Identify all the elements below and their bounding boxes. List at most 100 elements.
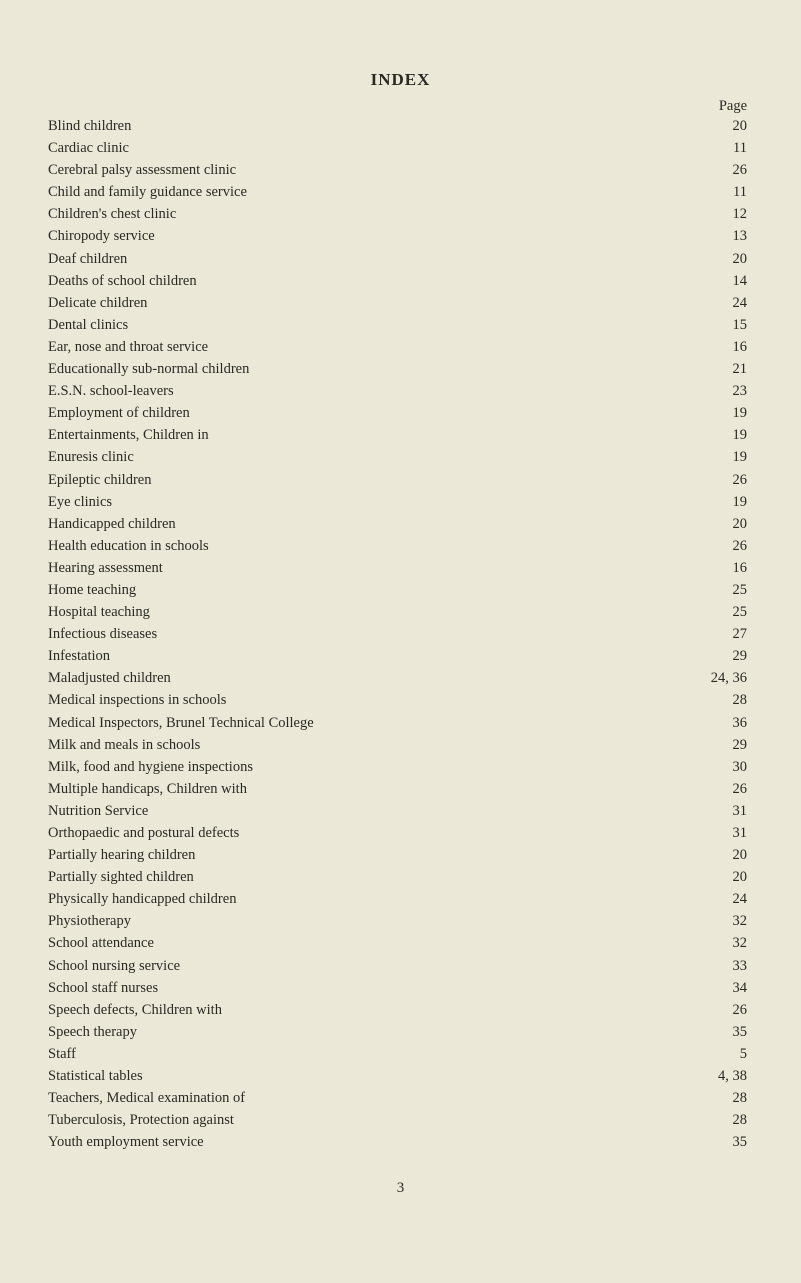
index-row: Youth employment service35 bbox=[48, 1135, 753, 1150]
index-entry-page: 26 bbox=[693, 782, 753, 797]
index-entry-page: 25 bbox=[693, 605, 753, 620]
index-entry-label: Infestation bbox=[48, 649, 110, 664]
index-entry-label: Statistical tables bbox=[48, 1069, 143, 1084]
index-row: Eye clinics19 bbox=[48, 495, 753, 510]
index-entry-label: E.S.N. school-leavers bbox=[48, 384, 174, 399]
index-entry-label: Blind children bbox=[48, 119, 131, 134]
index-entry-page: 36 bbox=[693, 716, 753, 731]
index-entry-label: Partially sighted children bbox=[48, 870, 194, 885]
index-entry-label: Home teaching bbox=[48, 583, 136, 598]
index-row: Speech defects, Children with26 bbox=[48, 1003, 753, 1018]
index-row: Ear, nose and throat service 16 bbox=[48, 340, 753, 355]
index-entry-label: Medical Inspectors, Brunel Technical Col… bbox=[48, 716, 314, 731]
index-entry-label: Tuberculosis, Protection against bbox=[48, 1113, 234, 1128]
index-entry-label: School attendance bbox=[48, 936, 154, 951]
index-row: Medical inspections in schools 28 bbox=[48, 693, 753, 708]
index-entry-label: Child and family guidance service bbox=[48, 185, 247, 200]
index-row: Partially hearing children 20 bbox=[48, 848, 753, 863]
index-row: Health education in schools26 bbox=[48, 539, 753, 554]
index-entry-label: Nutrition Service bbox=[48, 804, 148, 819]
index-entry-page: 32 bbox=[693, 914, 753, 929]
index-entry-page: 24, 36 bbox=[693, 671, 753, 686]
index-row: Dental clinics 15 bbox=[48, 318, 753, 333]
index-row: Speech therapy 35 bbox=[48, 1025, 753, 1040]
index-entry-page: 5 bbox=[693, 1047, 753, 1062]
index-entry-page: 25 bbox=[693, 583, 753, 598]
index-entry-label: Partially hearing children bbox=[48, 848, 195, 863]
index-entries: Blind children20Cardiac clinic11Cerebral… bbox=[48, 119, 753, 1150]
index-row: Educationally sub-normal children21 bbox=[48, 362, 753, 377]
index-entry-label: Speech defects, Children with bbox=[48, 1003, 222, 1018]
index-entry-label: Employment of children bbox=[48, 406, 190, 421]
index-entry-label: Speech therapy bbox=[48, 1025, 137, 1040]
index-entry-page: 19 bbox=[693, 428, 753, 443]
index-row: Blind children20 bbox=[48, 119, 753, 134]
index-entry-label: Handicapped children bbox=[48, 517, 176, 532]
index-entry-page: 11 bbox=[693, 141, 753, 156]
index-title: INDEX bbox=[48, 70, 753, 90]
index-entry-page: 19 bbox=[693, 450, 753, 465]
index-entry-page: 28 bbox=[693, 693, 753, 708]
index-row: E.S.N. school-leavers 23 bbox=[48, 384, 753, 399]
index-entry-label: Eye clinics bbox=[48, 495, 112, 510]
index-entry-label: Physically handicapped children bbox=[48, 892, 236, 907]
index-entry-label: Teachers, Medical examination of bbox=[48, 1091, 245, 1106]
index-entry-label: Chiropody service bbox=[48, 229, 155, 244]
index-entry-page: 28 bbox=[693, 1091, 753, 1106]
index-entry-page: 26 bbox=[693, 539, 753, 554]
index-entry-page: 16 bbox=[693, 561, 753, 576]
index-row: Children's chest clinic12 bbox=[48, 207, 753, 222]
index-entry-page: 29 bbox=[693, 738, 753, 753]
index-entry-label: School staff nurses bbox=[48, 981, 158, 996]
index-entry-label: Milk, food and hygiene inspections bbox=[48, 760, 253, 775]
index-entry-page: 15 bbox=[693, 318, 753, 333]
index-entry-label: Physiotherapy bbox=[48, 914, 131, 929]
index-entry-page: 16 bbox=[693, 340, 753, 355]
index-entry-label: Ear, nose and throat service bbox=[48, 340, 208, 355]
index-row: Deaths of school children 14 bbox=[48, 274, 753, 289]
index-entry-label: Enuresis clinic bbox=[48, 450, 134, 465]
index-row: Milk, food and hygiene inspections30 bbox=[48, 760, 753, 775]
index-entry-page: 20 bbox=[693, 848, 753, 863]
page-header-label: Page bbox=[48, 98, 753, 115]
index-entry-page: 24 bbox=[693, 892, 753, 907]
index-row: Physiotherapy 32 bbox=[48, 914, 753, 929]
index-row: Nutrition Service31 bbox=[48, 804, 753, 819]
page-number: 3 bbox=[48, 1180, 753, 1197]
index-entry-label: Medical inspections in schools bbox=[48, 693, 226, 708]
index-entry-label: Deaf children bbox=[48, 252, 127, 267]
index-entry-page: 31 bbox=[693, 826, 753, 841]
index-entry-label: Entertainments, Children in bbox=[48, 428, 209, 443]
index-entry-label: Dental clinics bbox=[48, 318, 128, 333]
index-row: Infectious diseases27 bbox=[48, 627, 753, 642]
index-row: Tuberculosis, Protection against28 bbox=[48, 1113, 753, 1128]
index-entry-label: Deaths of school children bbox=[48, 274, 197, 289]
index-entry-page: 33 bbox=[693, 959, 753, 974]
index-row: School attendance32 bbox=[48, 936, 753, 951]
index-entry-page: 23 bbox=[693, 384, 753, 399]
index-entry-label: Children's chest clinic bbox=[48, 207, 176, 222]
index-entry-label: Maladjusted children bbox=[48, 671, 171, 686]
index-row: Medical Inspectors, Brunel Technical Col… bbox=[48, 716, 753, 731]
index-row: Partially sighted children20 bbox=[48, 870, 753, 885]
index-row: Deaf children20 bbox=[48, 252, 753, 267]
index-row: Hospital teaching25 bbox=[48, 605, 753, 620]
index-entry-page: 24 bbox=[693, 296, 753, 311]
index-entry-page: 4, 38 bbox=[693, 1069, 753, 1084]
index-entry-page: 35 bbox=[693, 1135, 753, 1150]
index-row: Entertainments, Children in 19 bbox=[48, 428, 753, 443]
index-row: Teachers, Medical examination of 28 bbox=[48, 1091, 753, 1106]
index-entry-page: 29 bbox=[693, 649, 753, 664]
index-row: Physically handicapped children 24 bbox=[48, 892, 753, 907]
index-entry-label: Epileptic children bbox=[48, 473, 151, 488]
index-row: Staff5 bbox=[48, 1047, 753, 1062]
index-row: Infestation 29 bbox=[48, 649, 753, 664]
index-entry-page: 34 bbox=[693, 981, 753, 996]
index-row: School staff nurses 34 bbox=[48, 981, 753, 996]
index-row: Multiple handicaps, Children with 26 bbox=[48, 782, 753, 797]
index-row: School nursing service33 bbox=[48, 959, 753, 974]
index-entry-page: 20 bbox=[693, 517, 753, 532]
index-entry-label: Multiple handicaps, Children with bbox=[48, 782, 247, 797]
index-entry-page: 14 bbox=[693, 274, 753, 289]
index-entry-page: 35 bbox=[693, 1025, 753, 1040]
